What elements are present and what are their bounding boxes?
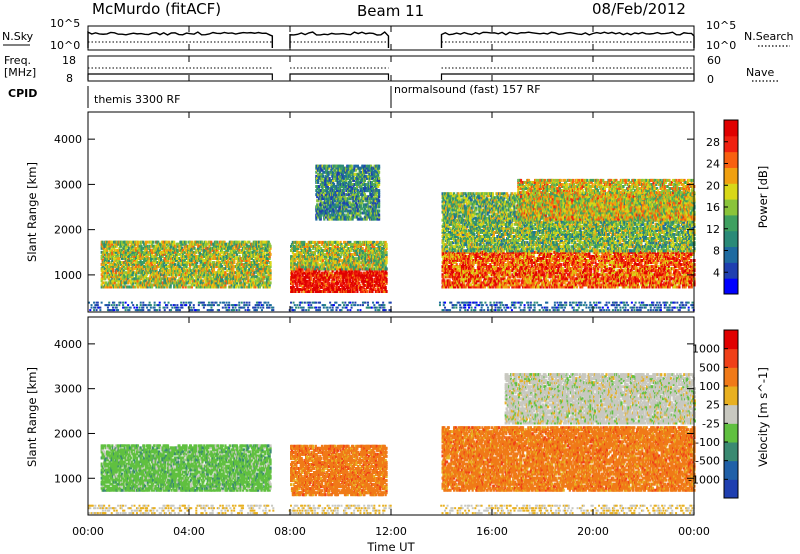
title-date: 08/Feb/2012: [592, 0, 686, 18]
freq-trace: [290, 74, 388, 80]
nsky-label: N.Sky: [2, 30, 34, 43]
nave-label: Nave: [746, 66, 774, 79]
scatter-cell: [385, 251, 387, 254]
nsky-trace: [442, 32, 695, 48]
cpid-label: CPID: [8, 87, 37, 100]
scatter-cell: [366, 290, 368, 293]
noise-tick-right-high: 10^5: [706, 19, 736, 32]
noise-tick-left-low: 10^0: [50, 39, 80, 52]
noise-tick-left-high: 10^5: [50, 17, 80, 30]
scatter-cell: [173, 241, 175, 244]
title-beam: Beam 11: [357, 2, 424, 20]
noise-panel: N.Sky 10^5 10^0 10^5 10^0 N.Search: [2, 17, 794, 52]
scatter-cell: [385, 272, 387, 275]
scatter-cell: [385, 278, 387, 281]
scatter-cell: [152, 241, 154, 244]
scatter-cell: [385, 267, 387, 270]
scatter-cell: [385, 286, 387, 289]
scatter-cell: [269, 281, 271, 284]
scatter-cell: [269, 261, 271, 264]
scatter-cell: [185, 241, 187, 244]
nsky-trace: [290, 32, 388, 48]
scatter-cell: [385, 243, 387, 246]
power-scatter: [88, 165, 696, 311]
scatter-cell: [329, 165, 331, 168]
scatter-cell: [324, 267, 326, 270]
freq-trace: [442, 74, 695, 80]
freq-trace: [88, 74, 272, 80]
scatter-cell: [269, 269, 271, 272]
noise-tick-right-low: 10^0: [706, 39, 736, 52]
title-station: McMurdo (fitACF): [92, 0, 221, 18]
scatter-cell: [362, 247, 364, 250]
freq-tick-high: 18: [62, 54, 76, 67]
scatter-cell: [269, 245, 271, 248]
cpid-segment-2: normalsound (fast) 157 RF: [394, 83, 541, 96]
nsky-trace: [88, 32, 272, 48]
freq-label-line2: [MHz]: [4, 66, 36, 79]
scatter-cell: [385, 290, 387, 293]
nsearch-label: N.Search: [744, 30, 794, 43]
cpid-segment-1: themis 3300 RF: [94, 93, 181, 106]
scatter-cell: [269, 253, 271, 256]
nave-tick-high: 60: [707, 54, 721, 67]
nave-tick-low: 0: [707, 73, 714, 86]
freq-tick-low: 8: [66, 72, 73, 85]
